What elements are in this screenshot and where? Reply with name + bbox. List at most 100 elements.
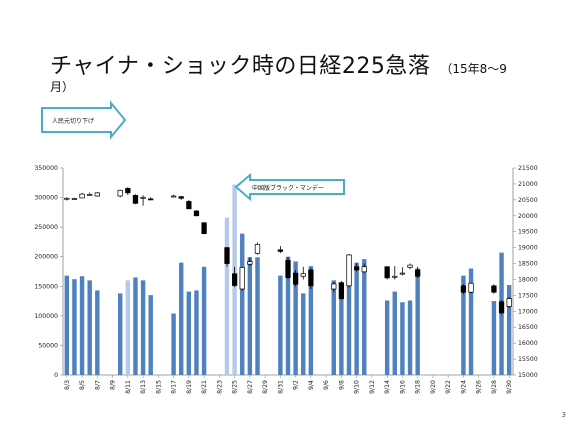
right-tick-label: 16500 [518, 324, 538, 331]
candle-up [331, 283, 337, 290]
volume-bar [400, 302, 405, 375]
x-tick-label: 8/21 [201, 380, 208, 394]
volume-bar [64, 275, 70, 375]
volume-bar [79, 276, 85, 375]
right-tick-label: 18500 [518, 261, 538, 268]
page-number: 3 [561, 411, 566, 419]
left-tick-label: 0 [54, 372, 58, 379]
volume-bar [179, 262, 184, 375]
left-tick-label: 150000 [34, 283, 58, 290]
left-tick-label: 300000 [34, 195, 58, 202]
volume-bar [278, 275, 283, 375]
candle-up [140, 196, 146, 199]
x-tick-label: 9/30 [506, 380, 513, 394]
candle-down [186, 201, 192, 210]
volume-bar [339, 292, 344, 375]
right-tick-label: 19500 [518, 229, 538, 236]
candle-up [239, 267, 245, 290]
volume-bar [140, 280, 146, 375]
candle-down [125, 188, 131, 194]
volume-bar [354, 262, 359, 375]
x-tick-label: 9/12 [369, 380, 376, 394]
candle-down [491, 285, 497, 293]
candle-up [79, 193, 85, 199]
candle-down [224, 247, 230, 264]
x-tick-label: 8/17 [171, 380, 178, 394]
candle-down [292, 272, 299, 285]
volume-bar [301, 293, 306, 375]
right-tick-label: 18000 [518, 276, 538, 283]
volume-bar [186, 291, 192, 375]
left-tick-label: 350000 [34, 165, 58, 172]
volume-bar [87, 280, 92, 375]
slide-title: チャイナ・ショック時の日経225急落 （15年8～9 月） [50, 48, 507, 94]
volume-bar [392, 291, 397, 375]
candle-up [468, 282, 474, 293]
candle-up [346, 254, 352, 287]
yuan-callout-label: 人民元切り下げ [52, 117, 94, 125]
left-tick-label: 250000 [34, 224, 58, 231]
candle-down [498, 301, 505, 314]
title-main: チャイナ・ショック時の日経225急落 [50, 54, 431, 79]
right-tick-label: 17500 [518, 292, 538, 299]
volume-bar [346, 257, 352, 375]
volume-bar [308, 266, 314, 375]
x-tick-label: 8/13 [140, 380, 147, 394]
candle-down [415, 269, 421, 277]
candle-down [132, 195, 139, 204]
right-tick-label: 16000 [518, 340, 538, 347]
candle-down [148, 198, 154, 201]
volume-bar [293, 261, 298, 375]
volume-bars [64, 184, 512, 375]
right-tick-label: 21500 [518, 165, 538, 172]
volume-bar [506, 285, 512, 375]
candle-up [247, 261, 253, 265]
candle-down [308, 269, 314, 287]
candle-up [407, 264, 413, 268]
x-tick-label: 9/20 [430, 380, 437, 394]
candle-up [94, 192, 100, 197]
volume-bar [117, 293, 123, 375]
candle-down [460, 285, 467, 293]
volume-bar [125, 280, 131, 375]
x-tick-label: 9/24 [460, 380, 467, 394]
right-tick-label: 17000 [518, 308, 538, 315]
volume-bar [285, 256, 291, 375]
date-axis: 8/3 8/5 8/7 8/9 8/11 8/13 8/15 8/17 8/19 8/21 8/23… [64, 375, 513, 394]
price-candlesticks [64, 187, 512, 315]
volume-bar [461, 275, 466, 375]
yuan-devaluation-callout: 人民元切り下げ [41, 100, 127, 140]
title-month: 月） [50, 80, 75, 94]
x-tick-label: 9/16 [399, 380, 406, 394]
candle-down [201, 222, 207, 234]
candle-up [71, 198, 78, 200]
black-monday-arrow-shape [234, 172, 345, 202]
right-tick-label: 20500 [518, 197, 538, 204]
volume-bar [384, 300, 390, 375]
x-tick-label: 9/8 [338, 380, 345, 390]
x-tick-label: 9/2 [293, 380, 300, 390]
right-tick-label: 15500 [518, 356, 538, 363]
title-subtitle: （15年8～9 [440, 62, 507, 76]
x-tick-label: 8/15 [155, 380, 162, 394]
candle-down [338, 282, 345, 299]
candle-down [354, 266, 360, 271]
candle-up [254, 244, 261, 254]
candle-down [277, 249, 284, 252]
candle-down [193, 210, 200, 217]
volume-bar [194, 290, 199, 375]
right-tick-label: 15000 [518, 372, 538, 379]
volume-bar [95, 290, 100, 375]
volume-bar [362, 259, 367, 375]
x-tick-label: 8/29 [262, 380, 269, 394]
candle-down [384, 266, 390, 279]
volume-bar [407, 300, 413, 375]
volume-bar [331, 280, 336, 375]
volume-bar [468, 268, 474, 375]
candle-up [64, 197, 70, 200]
left-volume-axis: 0 50000 100000 150000 200000 250000 300000 3500… [34, 165, 63, 379]
candle-up [399, 272, 406, 275]
x-tick-label: 8/23 [216, 380, 223, 394]
